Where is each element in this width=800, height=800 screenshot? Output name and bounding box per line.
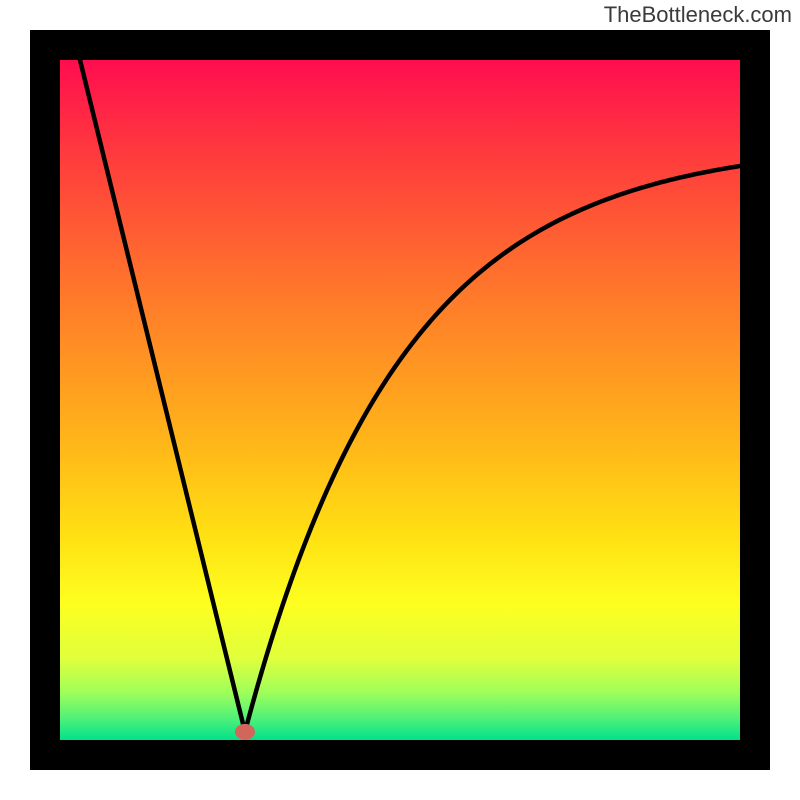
chart-svg bbox=[0, 0, 800, 800]
minimum-marker bbox=[235, 724, 255, 740]
chart-frame: TheBottleneck.com bbox=[0, 0, 800, 800]
watermark-text: TheBottleneck.com bbox=[604, 2, 792, 28]
